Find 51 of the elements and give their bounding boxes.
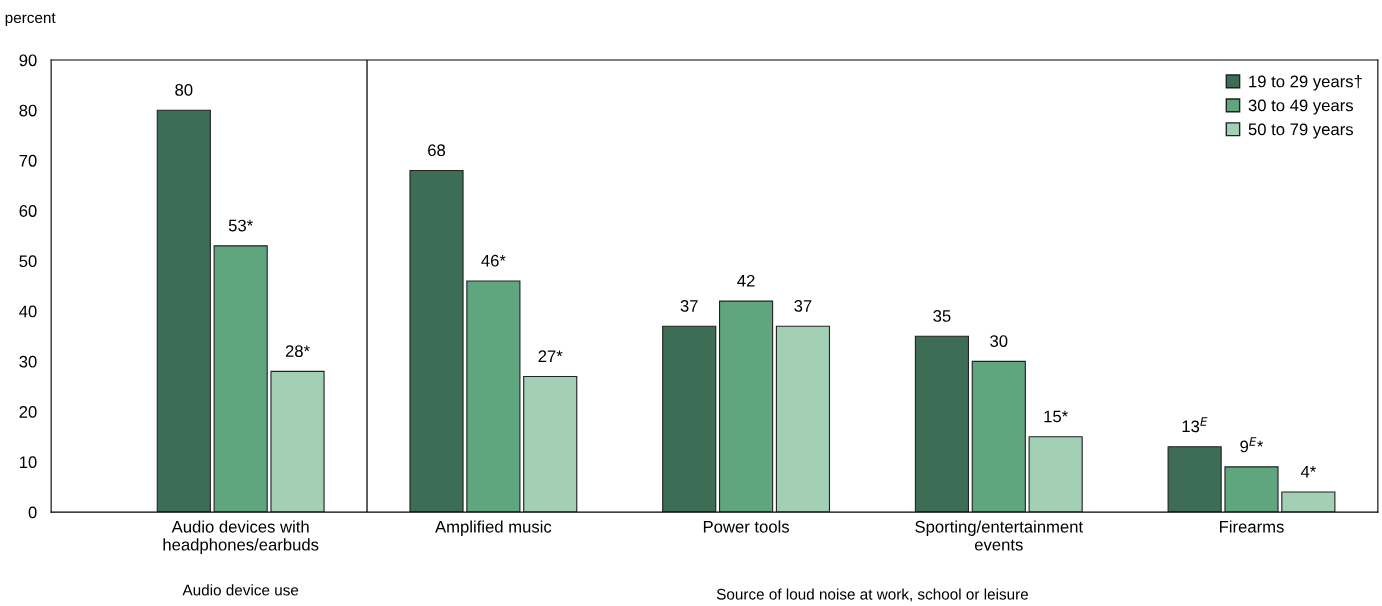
x-tick-label: Sporting/entertainment events <box>915 520 1083 551</box>
data-label: 37 <box>794 300 812 312</box>
y-tick-label: 60 <box>19 205 37 217</box>
legend-label: 50 to 79 years <box>1248 123 1353 139</box>
bar <box>270 370 325 513</box>
bar <box>409 169 464 513</box>
data-label: 27* <box>538 350 563 362</box>
text: Audio device use <box>182 584 299 596</box>
bar <box>775 325 831 513</box>
y-tick-label: 50 <box>19 255 37 268</box>
data-label: 4* <box>1300 465 1316 478</box>
y-tick-label: 90 <box>19 54 37 67</box>
bar <box>156 109 211 513</box>
bar <box>1167 446 1222 513</box>
bar <box>662 325 717 513</box>
legend-label: 30 to 49 years <box>1248 99 1353 115</box>
bar <box>914 335 970 513</box>
bar <box>523 375 578 513</box>
bar <box>971 360 1026 513</box>
x-tick-label: Power tools <box>703 520 790 533</box>
data-label: 37 <box>680 300 698 312</box>
data-label: 15* <box>1044 410 1068 423</box>
bar <box>1224 466 1279 513</box>
bar <box>1281 491 1336 513</box>
y-tick-label: 10 <box>19 456 37 469</box>
y-tick-label: 0 <box>28 506 37 519</box>
data-label: 42 <box>737 274 755 287</box>
bar <box>1028 436 1083 513</box>
x-tick-label: Amplified music <box>435 520 552 536</box>
data-label: 28* <box>285 345 310 358</box>
source-note: Source of loud noise at work, school or leisure <box>716 588 1029 602</box>
x-tick-label: Firearms <box>1220 520 1284 533</box>
data-label: 13$^{E}$ <box>1182 417 1208 433</box>
x-tick-label: Audio devices with headphones/earbuds <box>163 520 319 554</box>
y-axis-title: percent <box>5 13 56 27</box>
y-tick-label: 20 <box>19 406 37 418</box>
bar <box>213 245 268 513</box>
y-tick-label: 70 <box>19 154 37 167</box>
y-tick-label: 30 <box>19 355 37 368</box>
y-tick-label: 40 <box>19 305 37 318</box>
bar <box>718 300 774 513</box>
y-tick-label: 80 <box>19 104 37 117</box>
data-label: 46* <box>481 254 506 267</box>
data-label: 53* <box>228 219 253 232</box>
data-label: 30 <box>990 335 1008 347</box>
data-label: 35 <box>933 310 951 322</box>
bar <box>466 280 521 513</box>
data-label: 80 <box>175 84 193 96</box>
data-label: 68 <box>428 144 446 157</box>
legend-label: 19 to 29 years† <box>1249 75 1362 91</box>
data-label: 9$^{E}$* <box>1240 437 1264 453</box>
